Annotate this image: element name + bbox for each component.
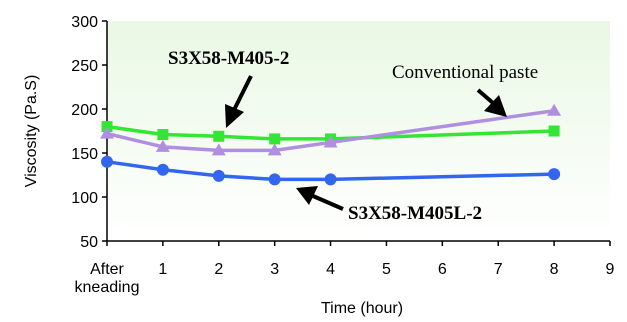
data-point <box>101 121 113 133</box>
data-point <box>155 139 170 152</box>
data-point <box>156 163 169 176</box>
series-line <box>106 109 555 153</box>
data-point <box>267 143 282 156</box>
series-line <box>106 160 555 182</box>
x-tick-label: 4 <box>326 261 335 278</box>
annotation-s3x58-m405l-2: S3X58-M405L-2 <box>348 203 482 224</box>
x-tick-label: 8 <box>550 261 559 278</box>
y-tick-label: 200 <box>71 102 98 119</box>
data-point <box>211 143 226 156</box>
y-axis-label: Viscosity (Pa.S) <box>23 75 40 188</box>
series-1 <box>100 103 562 156</box>
data-point <box>100 126 114 139</box>
x-tick-label: 2 <box>214 261 223 278</box>
annotation-conventional-paste: Conventional paste <box>392 62 538 83</box>
x-tick-label: 9 <box>606 261 615 278</box>
data-point <box>548 125 560 137</box>
data-point <box>269 133 281 145</box>
x-tick-label: 3 <box>270 261 279 278</box>
axes: 50 100 150 200 250 300 After kneading 1 2 3 4 5 6 7 8 9 <box>71 14 614 296</box>
x-tick-label: 1 <box>158 261 167 278</box>
arrow-s3x58-m405-2 <box>225 75 253 128</box>
y-tick-label: 300 <box>71 14 98 31</box>
y-tick-label: 250 <box>71 58 98 75</box>
arrow-s3x58-m405l-2 <box>296 186 344 211</box>
data-point <box>324 173 337 186</box>
data-point <box>547 103 562 116</box>
y-tick-label: 100 <box>71 190 98 207</box>
y-tick-label: 50 <box>80 234 98 251</box>
data-point <box>213 130 225 142</box>
data-point <box>212 169 225 182</box>
data-point <box>323 135 338 148</box>
x-tick-label: After kneading <box>75 261 140 296</box>
annotation-s3x58-m405-2: S3X58-M405-2 <box>168 48 289 69</box>
annotation-layer: S3X58-M405-2 Conventional paste S3X58-M4… <box>168 48 538 224</box>
data-point <box>101 155 113 168</box>
data-point <box>548 168 561 181</box>
data-point <box>268 173 281 186</box>
x-tick-label: 5 <box>382 261 391 278</box>
arrow-conventional-paste <box>476 88 507 117</box>
series-layer <box>100 103 562 186</box>
x-tick-label: 7 <box>494 261 503 278</box>
series-2 <box>101 155 561 186</box>
x-axis-label: Time (hour) <box>321 300 403 317</box>
y-tick-label: 150 <box>71 146 98 163</box>
x-tick-label: 6 <box>438 261 447 278</box>
data-point <box>157 129 169 141</box>
